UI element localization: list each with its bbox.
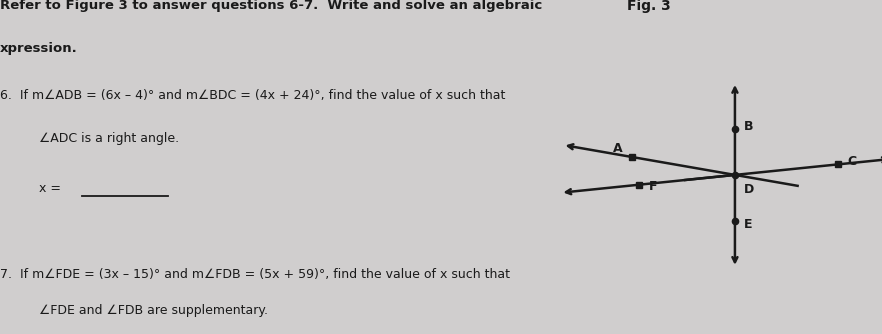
- Text: F: F: [649, 180, 658, 193]
- Text: ∠FDE and ∠FDB are supplementary.: ∠FDE and ∠FDB are supplementary.: [39, 304, 267, 317]
- Text: C: C: [848, 155, 857, 168]
- Text: xpression.: xpression.: [0, 42, 78, 55]
- Text: Fig. 3: Fig. 3: [627, 0, 671, 13]
- Text: E: E: [744, 218, 752, 231]
- Text: B: B: [744, 120, 753, 133]
- Text: ∠ADC is a right angle.: ∠ADC is a right angle.: [39, 132, 179, 145]
- Text: A: A: [613, 142, 622, 155]
- Text: x =: x =: [39, 182, 64, 194]
- Text: D: D: [744, 183, 754, 196]
- Text: 6.  If m∠ADB = (6x – 4)° and m∠BDC = (4x + 24)°, find the value of x such that: 6. If m∠ADB = (6x – 4)° and m∠BDC = (4x …: [0, 89, 505, 102]
- Text: 7.  If m∠FDE = (3x – 15)° and m∠FDB = (5x + 59)°, find the value of x such that: 7. If m∠FDE = (3x – 15)° and m∠FDB = (5x…: [0, 268, 510, 281]
- Text: Refer to Figure 3 to answer questions 6-7.  Write and solve an algebraic: Refer to Figure 3 to answer questions 6-…: [0, 0, 542, 12]
